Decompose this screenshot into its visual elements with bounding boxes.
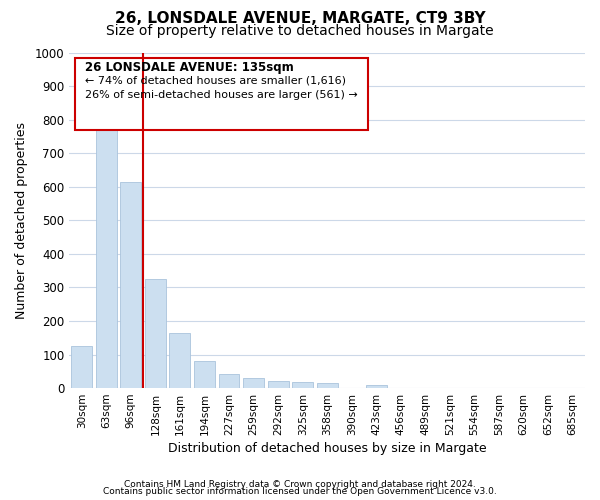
Text: ← 74% of detached houses are smaller (1,616): ← 74% of detached houses are smaller (1,… bbox=[85, 76, 346, 86]
Bar bbox=[292, 382, 313, 388]
FancyBboxPatch shape bbox=[74, 58, 368, 130]
Bar bbox=[71, 346, 92, 388]
Text: 26% of semi-detached houses are larger (561) →: 26% of semi-detached houses are larger (… bbox=[85, 90, 358, 100]
Text: 26, LONSDALE AVENUE, MARGATE, CT9 3BY: 26, LONSDALE AVENUE, MARGATE, CT9 3BY bbox=[115, 11, 485, 26]
Bar bbox=[96, 123, 116, 388]
Bar bbox=[243, 378, 264, 388]
X-axis label: Distribution of detached houses by size in Margate: Distribution of detached houses by size … bbox=[168, 442, 487, 455]
Text: Size of property relative to detached houses in Margate: Size of property relative to detached ho… bbox=[106, 24, 494, 38]
Text: Contains public sector information licensed under the Open Government Licence v3: Contains public sector information licen… bbox=[103, 488, 497, 496]
Y-axis label: Number of detached properties: Number of detached properties bbox=[15, 122, 28, 319]
Bar bbox=[169, 334, 190, 388]
Bar bbox=[317, 383, 338, 388]
Text: Contains HM Land Registry data © Crown copyright and database right 2024.: Contains HM Land Registry data © Crown c… bbox=[124, 480, 476, 489]
Bar bbox=[218, 374, 239, 388]
Text: 26 LONSDALE AVENUE: 135sqm: 26 LONSDALE AVENUE: 135sqm bbox=[85, 61, 293, 74]
Bar bbox=[145, 279, 166, 388]
Bar bbox=[268, 382, 289, 388]
Bar bbox=[121, 182, 141, 388]
Bar bbox=[194, 361, 215, 388]
Bar bbox=[366, 386, 387, 388]
